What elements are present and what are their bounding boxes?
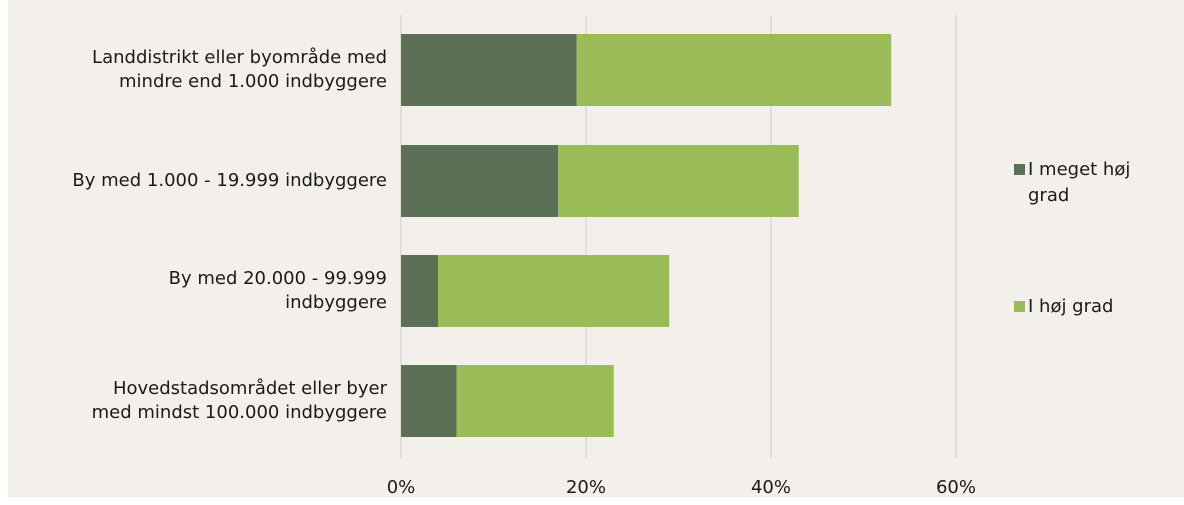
- stacked-bar-chart: Landdistrikt eller byområde med mindre en…: [72, 15, 1130, 497]
- bar-cat2-series2: [558, 145, 799, 217]
- bars: [401, 34, 892, 437]
- bar-cat1-series2: [576, 34, 892, 106]
- bar-cat3-series2: [438, 255, 670, 327]
- x-tick-label-20pct: 20%: [566, 477, 606, 497]
- chart-area: Landdistrikt eller byområde med mindre en…: [8, 0, 1184, 497]
- legend-label-1: I meget høj grad: [1028, 159, 1130, 206]
- x-tick-label-40pct: 40%: [751, 477, 791, 497]
- legend-label-2: I høj grad: [1028, 296, 1113, 317]
- category-labels: Landdistrikt eller byområde med mindre en…: [72, 47, 387, 423]
- bar-cat4-series2: [456, 365, 614, 437]
- legend-swatch-2: [1014, 301, 1025, 312]
- bar-cat3-series1: [401, 255, 438, 327]
- category-label-4: Hovedstadsområdet eller byer med mindst 1…: [92, 378, 388, 423]
- bar-cat2-series1: [401, 145, 559, 217]
- x-axis-ticks: 0% 20% 40% 60%: [387, 477, 976, 497]
- category-label-1: Landdistrikt eller byområde med mindre en…: [92, 47, 387, 92]
- legend-swatch-1: [1014, 164, 1025, 175]
- legend: I meget høj grad I høj grad: [1014, 159, 1130, 317]
- x-tick-label-0pct: 0%: [387, 477, 416, 497]
- category-label-3: By med 20.000 - 99.999 indbyggere: [169, 268, 387, 313]
- category-label-2: By med 1.000 - 19.999 indbyggere: [72, 170, 387, 191]
- x-tick-label-60pct: 60%: [936, 477, 976, 497]
- bar-cat4-series1: [401, 365, 457, 437]
- bar-cat1-series1: [401, 34, 577, 106]
